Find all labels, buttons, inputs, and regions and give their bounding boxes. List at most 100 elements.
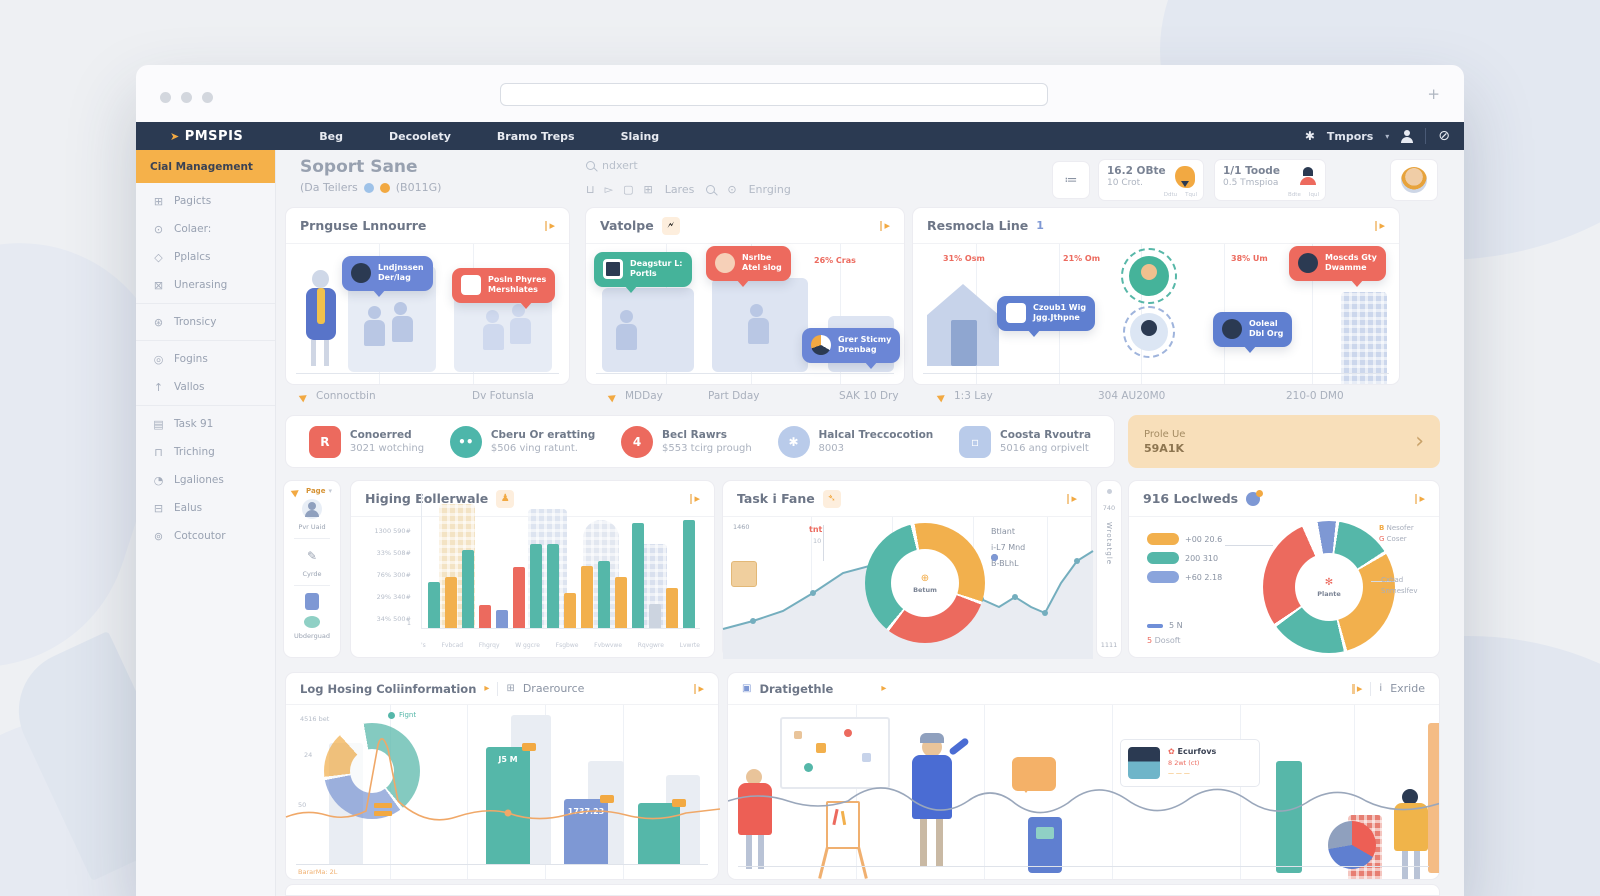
nav-item-beg[interactable]: Beg [319,129,343,143]
donut-chart [324,723,420,819]
y-axis-value: 1460 [733,523,750,531]
chart-bar[interactable] [598,560,610,628]
sidebar-item-icon: ⊚ [153,529,164,543]
expand-chevron[interactable] [880,219,890,232]
compass-icon[interactable]: ⊙ [727,183,737,196]
mini-toolbar-label: Ubderguad [294,632,330,640]
trend-line-svg [285,738,721,821]
expand-chevron[interactable] [694,682,704,695]
user-shortcut-icon[interactable] [302,499,322,519]
labeled-bar[interactable] [638,799,686,865]
logo-arrow-icon: ➤ [170,129,180,143]
speech-bubble[interactable]: Grer Sticmy Drenbag [802,328,901,369]
sidebar-item-cotcoutor[interactable]: ⊚ Cotcoutor [153,529,226,543]
chart-bar[interactable] [666,587,678,628]
chart-bar[interactable] [581,565,593,628]
stat-chip-2[interactable]: 1/1 Toode 0.5 Tmspioa Bdte Iqul [1214,159,1326,201]
sidebar-item-vallos[interactable]: ↑ Vallos [153,380,205,394]
strip-number: 740 [1102,504,1116,512]
chart-bar[interactable] [513,567,525,628]
chevron-right-icon[interactable]: ▸ [484,683,490,694]
speech-bubble[interactable]: Deagstur L: Portls [594,252,692,293]
chart-bar[interactable] [445,576,457,628]
chart-bar[interactable] [462,549,474,628]
expand-chevron[interactable] [545,219,555,232]
expand-chevron[interactable] [1375,219,1385,232]
stat-item: ▫ Coosta Rvoutra 5016 ang orpivelt [959,425,1091,458]
sidebar-item-unerasing[interactable]: ⊠ Unerasing [153,278,228,292]
sidebar-item-colaer-[interactable]: ⊙ Colaer: [153,222,212,236]
user-icon[interactable] [1401,130,1414,143]
speech-bubble[interactable]: Moscds Gty Dwamme [1289,246,1386,287]
chart-bar[interactable] [683,520,695,628]
sidebar-item-pplalcs[interactable]: ◇ Pplalcs [136,243,275,271]
toolbar-icon-0[interactable]: ⊔ [586,183,595,196]
chart-bar[interactable] [547,544,559,628]
chart-bar[interactable] [632,522,644,628]
toolbar-icon-2[interactable]: ▢ [623,183,634,196]
expand-chevron[interactable] [1067,492,1077,505]
nav-menu: Beg Decoolety Bramo Treps Slaing [319,130,659,143]
sidebar-item-lgaliones[interactable]: ◔ Lgaliones [153,473,224,487]
settings-icon[interactable]: ✱ [1304,129,1315,143]
window-control-maximize[interactable] [202,92,213,103]
chevron-right-icon[interactable]: ▸ [881,683,887,694]
profile-card[interactable]: ✿ Ecurfovs 8 2wt (ct) — — — [1120,739,1260,787]
sidebar-item-task-91[interactable]: ▤ Task 91 [153,417,214,431]
expand-chevron[interactable] [1415,492,1425,505]
page-selector[interactable]: Page ▾ [290,484,332,498]
nav-item-decoolety[interactable]: Decoolety [389,129,451,143]
toolbar-icon-1[interactable]: ▻ [604,183,614,196]
sidebar-item-active[interactable]: Cial Management [136,150,275,183]
window-control-minimize[interactable] [181,92,192,103]
cloud-icon[interactable] [304,616,320,628]
toolbar-label-enrging[interactable]: Enrging [748,183,791,196]
card-footer-item: 304 AU20M0 [1098,390,1166,402]
expand-chevron[interactable] [1352,682,1362,695]
chart-bar[interactable] [530,544,542,628]
nav-dropdown-label[interactable]: Tmpors [1326,129,1374,143]
chart-bar[interactable] [649,603,661,628]
sidebar-item-ealus[interactable]: ⊟ Ealus [153,501,203,515]
nav-item-bramo-treps[interactable]: Bramo Treps [496,129,575,143]
search-input[interactable]: ndxert [586,159,638,172]
speech-bubble[interactable]: Posln Phyres Mershlates [452,268,556,309]
stat-chip-1[interactable]: 16.2 OBte 10 Crot. Ddtu Tqul [1098,159,1204,201]
toolbar-search-icon[interactable] [706,185,716,194]
window-control-close[interactable] [160,92,171,103]
building-illustration [1341,292,1387,384]
line-chart-area: 1460 tnt 10 ⊕ Betum [722,517,1094,659]
chart-bar[interactable] [479,605,491,628]
x-axis-labels: 's Fvbcad Fhgrqy W ggcre Fsgbwe Fvbwvwe Rqvgwr… [421,642,700,649]
document-icon[interactable] [305,593,319,610]
toolbar-label-lares[interactable]: Lares [664,183,695,196]
sidebar-item-pagicts[interactable]: ⊞ Pagicts [153,194,212,208]
sidebar-item-triching[interactable]: ⊓ Triching [136,438,275,466]
nav-item-slaing[interactable]: Slaing [620,129,660,143]
chevron-right-icon[interactable]: › [1415,429,1424,454]
app-logo[interactable]: ➤ PMSPIS [170,129,243,144]
chart-bar[interactable] [615,576,627,628]
list-view-button[interactable]: ≔ [1052,161,1090,199]
sidebar-item-tronsicy[interactable]: ⊛ Tronsicy [153,315,217,329]
speech-bubble[interactable]: Czoub1 Wig Jgg.Jthpne [997,296,1096,337]
chart-bar[interactable] [428,582,440,628]
power-icon[interactable]: ⊘ [1438,128,1450,144]
promo-card[interactable]: Prole Ue 59A1K › [1128,415,1440,468]
legend: +00 20.6 200 310 +60 2.18 [1147,533,1222,590]
user-avatar-chip[interactable] [1390,159,1438,201]
speech-bubble[interactable]: Ooleal Dbl Org [1213,312,1293,353]
chart-bar[interactable] [496,610,508,628]
speech-bubble[interactable]: Nsrlbe Atel slog [706,246,791,287]
chart-bar[interactable] [564,592,576,628]
sidebar-item-fogins[interactable]: ◎ Fogins [153,352,208,366]
y-axis-label: 76% 300# [376,571,411,579]
new-tab-button[interactable]: + [1427,85,1440,103]
labeled-bar[interactable]: J5 M [486,743,536,865]
pen-icon[interactable]: ✎ [306,549,318,563]
url-bar[interactable] [500,83,1048,106]
toolbar-icon-3[interactable]: ⊞ [643,183,653,196]
speech-bubble[interactable]: Lndjnssen Der/lag [342,256,433,297]
x-axis-label: Fvbwvwe [594,642,623,649]
illustration-area: Lndjnssen Der/lag Posln Phyres Mershlates [286,244,569,384]
